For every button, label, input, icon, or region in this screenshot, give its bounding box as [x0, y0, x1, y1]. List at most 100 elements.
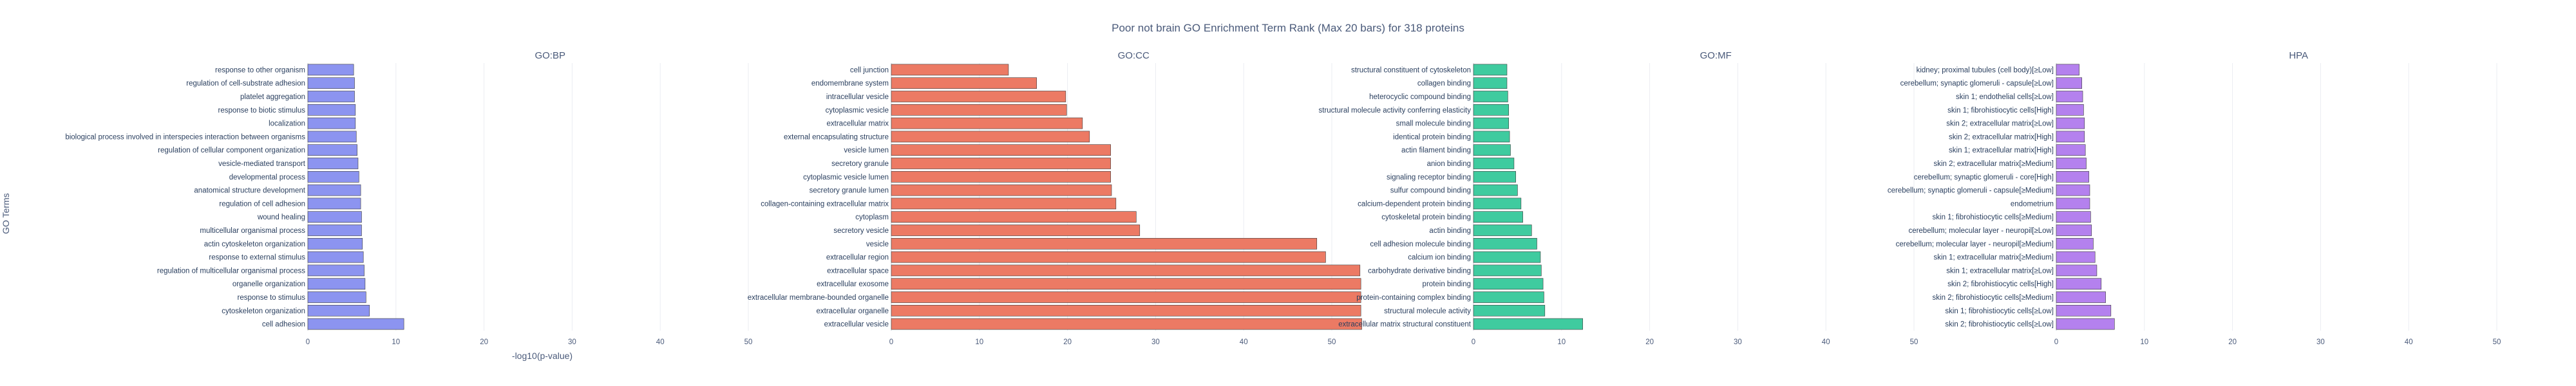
- x-tick-label: 50: [744, 338, 753, 346]
- bar: [307, 318, 404, 330]
- y-tick-label: sulfur compound binding: [1390, 187, 1471, 195]
- x-tick-label: 20: [2228, 338, 2237, 346]
- bar: [307, 131, 357, 143]
- bar: [2056, 158, 2087, 169]
- x-tick-label: 30: [2316, 338, 2325, 346]
- panel-title-hpa: HPA: [2289, 50, 2308, 61]
- bar: [891, 198, 1117, 210]
- y-tick-label: extracellular membrane-bounded organelle: [748, 294, 889, 302]
- bar: [307, 225, 362, 236]
- y-tick-label: secretory granule lumen: [810, 187, 889, 195]
- y-tick-label: regulation of cellular component organiz…: [158, 147, 305, 154]
- y-tick-label: identical protein binding: [1393, 133, 1471, 141]
- y-tick-label: extracellular vesicle: [824, 321, 889, 329]
- bar: [891, 264, 1361, 277]
- bar: [307, 211, 362, 223]
- y-tick-label: cerebellum; synaptic glomeruli - capsule…: [1888, 187, 2054, 195]
- x-tick-label: 50: [1328, 338, 1336, 346]
- y-tick-label: skin 2; extracellular matrix[≥Low]: [1946, 120, 2054, 128]
- x-tick-label: 50: [2493, 338, 2501, 346]
- y-tick-label: skin 2; fibrohistiocytic cells[High]: [1947, 280, 2054, 288]
- bar: [2056, 304, 2112, 317]
- x-tick-label: 0: [889, 338, 893, 346]
- x-tick-label: 10: [975, 338, 983, 346]
- y-tick-label: collagen binding: [1417, 80, 1471, 87]
- y-tick-label: actin binding: [1429, 227, 1471, 235]
- y-tick-label: vesicle: [866, 241, 889, 248]
- x-tick-label: 40: [1822, 338, 1830, 346]
- y-tick-label: endomembrane system: [811, 80, 889, 87]
- y-tick-label: cerebellum; molecular layer - neuropil[≥…: [1908, 227, 2054, 235]
- y-tick-label: skin 1; fibrohistiocytic cells[High]: [1947, 107, 2054, 115]
- bar: [2056, 117, 2085, 129]
- x-tick-label: 50: [1910, 338, 1918, 346]
- bar: [2056, 251, 2096, 263]
- x-tick-label: 10: [1557, 338, 1566, 346]
- y-tick-label: calcium ion binding: [1408, 254, 1471, 262]
- y-tick-label: collagen-containing extracellular matrix: [761, 200, 889, 208]
- x-tick-label: 20: [1645, 338, 1654, 346]
- bar: [1473, 117, 1510, 129]
- y-tick-label: endometrium: [2011, 200, 2054, 208]
- y-tick-label: secretory granule: [831, 160, 889, 168]
- bar: [1473, 91, 1508, 102]
- x-axis-label: -log10(p-value): [512, 351, 573, 361]
- bar: [1473, 278, 1544, 290]
- bar: [1473, 64, 1508, 76]
- bar: [307, 304, 370, 317]
- bar: [307, 278, 366, 290]
- x-tick-label: 30: [568, 338, 576, 346]
- bar: [2056, 104, 2084, 116]
- bar: [891, 278, 1361, 290]
- y-tick-label: regulation of cell adhesion: [219, 200, 305, 208]
- bar: [307, 144, 357, 156]
- y-tick-label: protein-containing complex binding: [1356, 294, 1471, 302]
- bar: [891, 211, 1137, 223]
- y-tick-label: protein binding: [1423, 280, 1471, 288]
- y-tick-label: regulation of cell-substrate adhesion: [186, 80, 305, 87]
- bar: [2056, 225, 2092, 236]
- y-tick-label: regulation of multicellular organismal p…: [157, 267, 305, 275]
- y-tick-label: vesicle-mediated transport: [218, 160, 306, 168]
- y-tick-label: cytoskeletal protein binding: [1381, 214, 1471, 221]
- bar: [891, 91, 1066, 102]
- y-tick-label: cerebellum; synaptic glomeruli - core[Hi…: [1914, 174, 2054, 181]
- x-tick-label: 10: [392, 338, 400, 346]
- bar: [2056, 77, 2082, 89]
- panel-title-go-mf: GO:MF: [1700, 50, 1732, 61]
- bar: [1473, 291, 1544, 303]
- bar: [1473, 264, 1542, 277]
- y-tick-label: secretory vesicle: [833, 227, 889, 235]
- bar: [2056, 131, 2085, 143]
- bar: [2056, 211, 2091, 223]
- bar: [307, 251, 364, 263]
- y-tick-label: skin 1; fibrohistiocytic cells[≥Medium]: [1933, 214, 2054, 221]
- bar: [2056, 170, 2089, 183]
- y-tick-label: extracellular space: [827, 267, 889, 275]
- y-tick-label: skin 1; extracellular matrix[≥Medium]: [1933, 254, 2054, 262]
- bar: [2056, 144, 2086, 156]
- y-tick-label: signaling receptor binding: [1387, 174, 1471, 181]
- y-tick-label: multicellular organismal process: [200, 227, 305, 235]
- y-tick-label: skin 1; extracellular matrix[≥Low]: [1946, 267, 2054, 275]
- y-tick-label: intracellular vesicle: [826, 93, 889, 101]
- bar: [307, 64, 354, 76]
- bar: [1473, 251, 1541, 263]
- x-tick-label: 10: [2140, 338, 2148, 346]
- y-tick-label: developmental process: [229, 174, 306, 181]
- bar: [1473, 158, 1515, 169]
- bar: [307, 104, 356, 116]
- y-tick-label: vesicle lumen: [844, 147, 889, 154]
- bar: [891, 184, 1112, 196]
- y-tick-label: carbohydrate derivative binding: [1368, 267, 1471, 275]
- y-tick-label: skin 2; fibrohistiocytic cells[≥Low]: [1945, 321, 2054, 329]
- bar: [2056, 291, 2106, 303]
- bar: [891, 225, 1141, 236]
- bar: [891, 318, 1362, 330]
- y-tick-label: external encapsulating structure: [784, 133, 889, 141]
- y-tick-label: calcium-dependent protein binding: [1358, 200, 1471, 208]
- y-tick-label: response to stimulus: [238, 294, 306, 302]
- bar: [307, 291, 366, 303]
- bar: [1473, 104, 1510, 116]
